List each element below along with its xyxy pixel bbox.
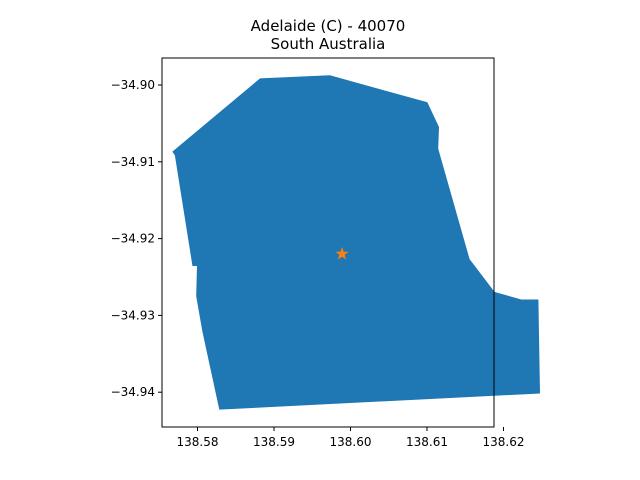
y-tick-label: −34.94: [111, 385, 155, 399]
x-tick-label: 138.61: [406, 435, 448, 449]
y-axis: −34.90 −34.91 −34.92 −34.93 −34.94: [111, 78, 162, 399]
centroid-star-marker: [335, 247, 349, 260]
y-tick-label: −34.93: [111, 308, 155, 322]
y-tick-label: −34.92: [111, 232, 155, 246]
map-title-line-2: South Australia: [271, 35, 386, 53]
map-title-line-1: Adelaide (C) - 40070: [251, 17, 406, 35]
region-boundary-polygon: [172, 75, 541, 410]
plot-area: [172, 75, 541, 410]
x-tick-label: 138.58: [177, 435, 219, 449]
x-axis: 138.58 138.59 138.60 138.61 138.62: [177, 427, 525, 449]
x-tick-label: 138.59: [253, 435, 295, 449]
axes-frame: [161, 57, 495, 428]
y-tick-label: −34.90: [111, 78, 155, 92]
y-tick-label: −34.91: [111, 155, 155, 169]
x-tick-label: 138.60: [330, 435, 372, 449]
x-tick-label: 138.62: [483, 435, 525, 449]
